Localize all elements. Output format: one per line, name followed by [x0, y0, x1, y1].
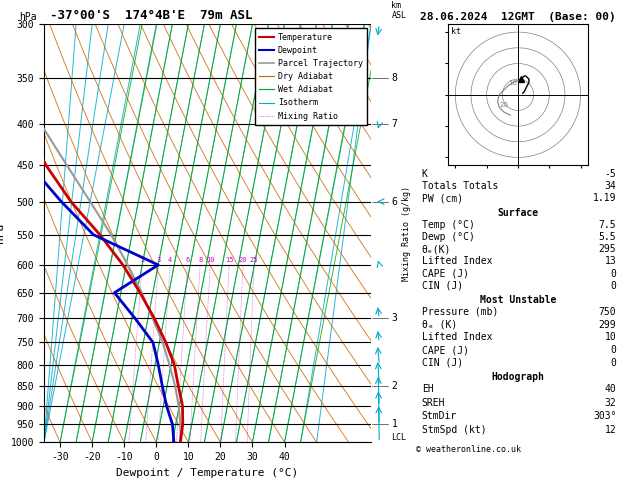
Text: Most Unstable: Most Unstable — [480, 295, 556, 305]
Text: 2: 2 — [391, 381, 398, 391]
Text: Totals Totals: Totals Totals — [421, 181, 498, 191]
Text: km
ASL: km ASL — [391, 0, 406, 20]
Text: CAPE (J): CAPE (J) — [421, 345, 469, 355]
Text: Temp (°C): Temp (°C) — [421, 220, 474, 230]
Text: Lifted Index: Lifted Index — [421, 257, 492, 266]
Text: θₑ (K): θₑ (K) — [421, 319, 457, 330]
Text: 20: 20 — [239, 257, 247, 263]
Text: 6: 6 — [391, 197, 398, 207]
Text: Lifted Index: Lifted Index — [421, 332, 492, 342]
Text: Hodograph: Hodograph — [491, 372, 545, 382]
Text: © weatheronline.co.uk: © weatheronline.co.uk — [416, 445, 521, 454]
Text: 10: 10 — [206, 257, 214, 263]
X-axis label: Dewpoint / Temperature (°C): Dewpoint / Temperature (°C) — [116, 468, 299, 478]
Y-axis label: hPa: hPa — [0, 223, 5, 243]
Text: 15: 15 — [225, 257, 233, 263]
Text: 0: 0 — [611, 358, 616, 368]
Text: 10: 10 — [604, 332, 616, 342]
Text: 6: 6 — [186, 257, 189, 263]
Text: StmSpd (kt): StmSpd (kt) — [421, 425, 486, 435]
Text: 0: 0 — [611, 269, 616, 278]
Text: hPa: hPa — [19, 12, 36, 22]
Text: 299: 299 — [599, 319, 616, 330]
Text: CAPE (J): CAPE (J) — [421, 269, 469, 278]
Text: SREH: SREH — [421, 398, 445, 408]
Text: CIN (J): CIN (J) — [421, 358, 463, 368]
Text: 10: 10 — [509, 80, 518, 87]
Text: 4: 4 — [168, 257, 172, 263]
Text: 8: 8 — [198, 257, 203, 263]
Text: 7.5: 7.5 — [599, 220, 616, 230]
Text: 2: 2 — [140, 257, 145, 263]
Text: CIN (J): CIN (J) — [421, 280, 463, 291]
Text: LCL: LCL — [391, 433, 406, 441]
Text: Dewp (°C): Dewp (°C) — [421, 232, 474, 243]
Text: 28.06.2024  12GMT  (Base: 00): 28.06.2024 12GMT (Base: 00) — [420, 12, 615, 22]
Text: 34: 34 — [604, 181, 616, 191]
Text: 0: 0 — [611, 345, 616, 355]
Text: -5: -5 — [604, 169, 616, 179]
Text: kt: kt — [450, 27, 460, 36]
Text: K: K — [421, 169, 428, 179]
Text: Mixing Ratio (g/kg): Mixing Ratio (g/kg) — [403, 186, 411, 281]
Text: 40: 40 — [604, 383, 616, 394]
Text: 3: 3 — [391, 313, 398, 324]
Text: 3: 3 — [156, 257, 160, 263]
Text: 32: 32 — [604, 398, 616, 408]
Text: 25: 25 — [250, 257, 259, 263]
Text: PW (cm): PW (cm) — [421, 193, 463, 203]
Text: 8: 8 — [391, 73, 398, 83]
Text: -37°00'S  174°4B'E  79m ASL: -37°00'S 174°4B'E 79m ASL — [50, 9, 253, 22]
Legend: Temperature, Dewpoint, Parcel Trajectory, Dry Adiabat, Wet Adiabat, Isotherm, Mi: Temperature, Dewpoint, Parcel Trajectory… — [255, 29, 367, 125]
Text: θₑ(K): θₑ(K) — [421, 244, 451, 255]
Text: 0: 0 — [611, 280, 616, 291]
Text: 20: 20 — [499, 102, 508, 108]
Text: 750: 750 — [599, 307, 616, 317]
Text: EH: EH — [421, 383, 433, 394]
Text: 13: 13 — [604, 257, 616, 266]
Text: 1.19: 1.19 — [593, 193, 616, 203]
Text: 12: 12 — [604, 425, 616, 435]
Text: 295: 295 — [599, 244, 616, 255]
Text: StmDir: StmDir — [421, 412, 457, 421]
Text: 303°: 303° — [593, 412, 616, 421]
Text: 1: 1 — [391, 419, 398, 430]
Text: Pressure (mb): Pressure (mb) — [421, 307, 498, 317]
Text: 5.5: 5.5 — [599, 232, 616, 243]
Text: Surface: Surface — [498, 208, 538, 218]
Text: 7: 7 — [391, 119, 398, 129]
